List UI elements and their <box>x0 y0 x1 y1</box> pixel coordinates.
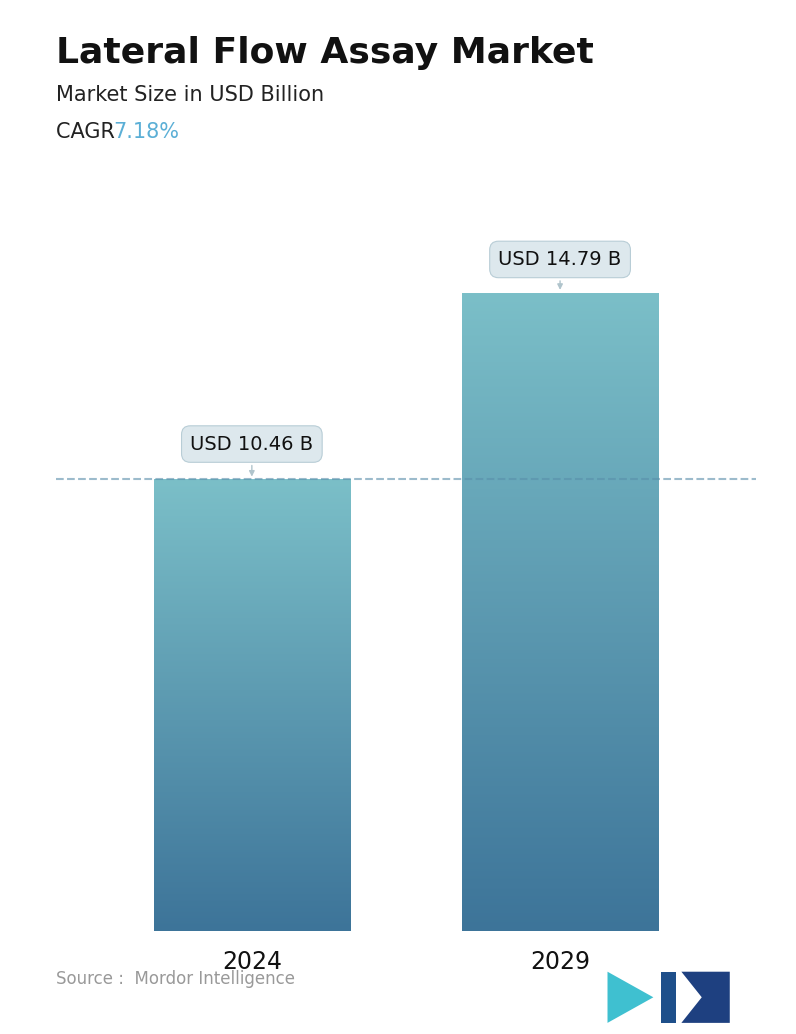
Text: USD 14.79 B: USD 14.79 B <box>498 250 622 288</box>
Text: CAGR: CAGR <box>56 122 121 142</box>
Text: USD 10.46 B: USD 10.46 B <box>190 434 314 475</box>
Polygon shape <box>661 972 677 1023</box>
Text: Source :  Mordor Intelligence: Source : Mordor Intelligence <box>56 970 295 987</box>
Polygon shape <box>607 972 654 1023</box>
Polygon shape <box>681 972 730 1023</box>
Text: Market Size in USD Billion: Market Size in USD Billion <box>56 85 324 104</box>
Text: 7.18%: 7.18% <box>113 122 179 142</box>
Text: Lateral Flow Assay Market: Lateral Flow Assay Market <box>56 36 594 70</box>
